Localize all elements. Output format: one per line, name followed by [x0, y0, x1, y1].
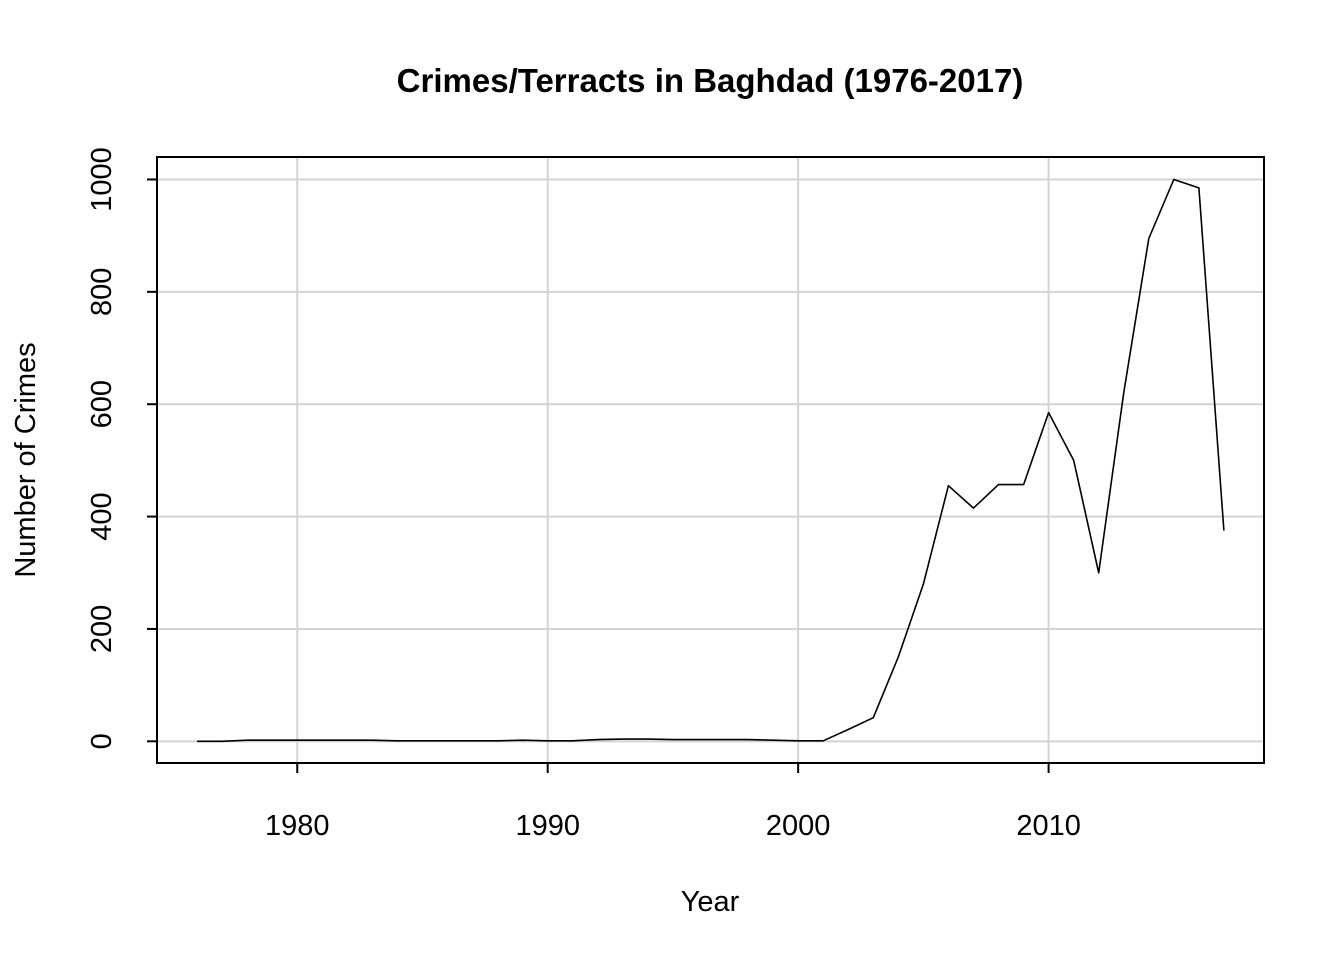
- y-tick-label: 200: [86, 605, 118, 653]
- y-tick-label: 1000: [86, 147, 118, 212]
- y-axis-label: Number of Crimes: [10, 342, 42, 577]
- chart-title: Crimes/Terracts in Baghdad (1976-2017): [397, 62, 1024, 99]
- y-tick-label: 600: [86, 380, 118, 428]
- y-tick-label: 800: [86, 268, 118, 316]
- x-axis-label: Year: [681, 886, 740, 918]
- y-tick-label: 0: [86, 733, 118, 749]
- plot-frame: [156, 156, 1265, 764]
- x-tick-label: 1990: [515, 810, 580, 842]
- y-tick-label: 400: [86, 492, 118, 540]
- y-axis: 0 200 400 600 800 1000: [86, 147, 157, 749]
- x-axis: 1980 1990 2000 2010: [265, 763, 1081, 842]
- series-layer: [197, 178, 1225, 743]
- x-tick-label: 2010: [1016, 810, 1081, 842]
- x-tick-label: 2000: [766, 810, 831, 842]
- series-line: [197, 178, 1225, 743]
- grid: [157, 157, 1264, 763]
- x-tick-label: 1980: [265, 810, 330, 842]
